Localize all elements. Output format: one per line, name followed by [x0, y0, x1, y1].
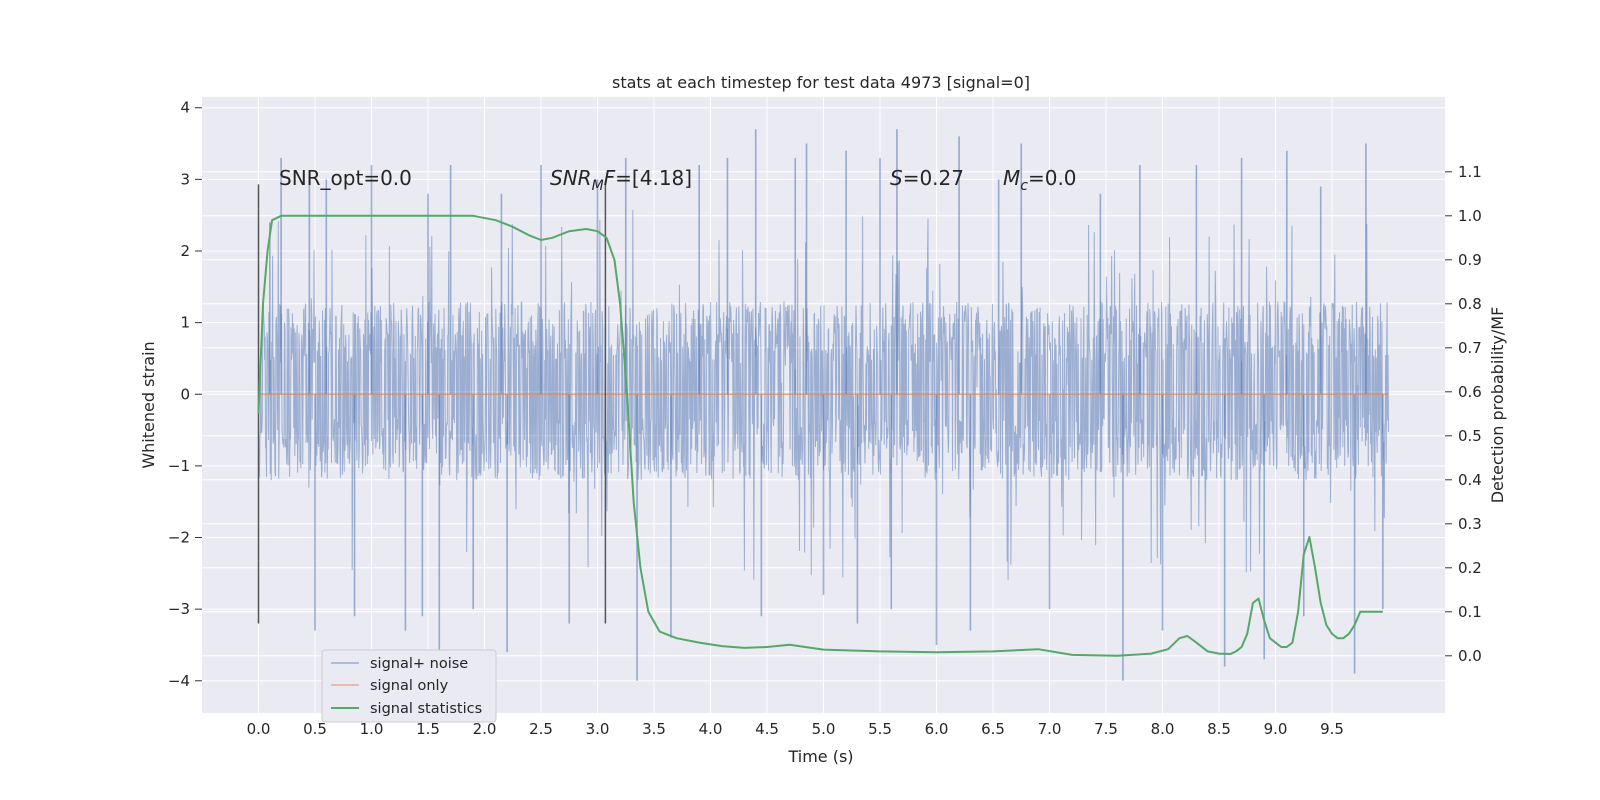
y2-tick-label: 0.0 [1458, 647, 1482, 665]
mc-sub: c [1020, 178, 1028, 194]
chart-title: stats at each timestep for test data 497… [612, 73, 1030, 92]
snr-mf-sub: M [592, 178, 604, 194]
x-tick-label: 6.5 [981, 720, 1005, 738]
y-tick-label: 1 [180, 314, 190, 332]
x-tick-label: 0.0 [247, 720, 271, 738]
mc-prefix: M [1003, 166, 1020, 190]
x-tick-label: 7.5 [1094, 720, 1118, 738]
x-tick-label: 2.0 [473, 720, 497, 738]
x-tick-label: 1.5 [416, 720, 440, 738]
annotation-snr-opt: SNR_opt=0.0 [279, 166, 412, 190]
y2-tick-label: 0.5 [1458, 427, 1482, 445]
x-tick-label: 9.5 [1320, 720, 1344, 738]
y2-tick-label: 0.1 [1458, 603, 1482, 621]
snr-mf-value: =[4.18] [615, 166, 692, 190]
legend-label-signal: signal only [370, 678, 449, 694]
y2-tick-label: 0.6 [1458, 383, 1482, 401]
legend-frame [321, 649, 497, 723]
mc-value: =0.0 [1028, 166, 1077, 190]
x-tick-label: 5.0 [812, 720, 836, 738]
y2-tick-label: 0.4 [1458, 471, 1482, 489]
y-tick-label: −1 [168, 457, 190, 475]
legend-label-stats: signal statistics [370, 701, 482, 717]
annotation-mc: Mc=0.0 [1003, 166, 1077, 194]
y2-tick-label: 1.1 [1458, 163, 1482, 181]
y-tick-label: −2 [168, 529, 190, 547]
x-tick-label: 7.0 [1038, 720, 1062, 738]
x-tick-label: 1.0 [360, 720, 384, 738]
axes-layer: 0.0 0.5 1.0 1.5 2.0 2.5 3.0 3.5 4.0 4.5 5.0 5.5 6.0 6… [168, 99, 1482, 738]
s-prefix: S [890, 166, 903, 190]
s-value: =0.27 [903, 166, 964, 190]
x-tick-label: 3.0 [586, 720, 610, 738]
series-stats-line [257, 214, 1383, 657]
legend-label-noise: signal+ noise [370, 656, 468, 672]
y-axis-title: Whitened strain [139, 341, 158, 468]
x-tick-label: 3.5 [642, 720, 666, 738]
x-tick-label: 0.5 [303, 720, 327, 738]
y2-tick-label: 1.0 [1458, 207, 1482, 225]
x-tick-label: 4.5 [755, 720, 779, 738]
x-tick-label: 5.5 [868, 720, 892, 738]
y2-tick-label: 0.8 [1458, 295, 1482, 313]
snr-mf-suffix-italic: F [604, 166, 616, 190]
y-tick-label: 2 [180, 242, 190, 260]
x-tick-label: 4.0 [699, 720, 723, 738]
annotation-s: S=0.27 [890, 166, 964, 190]
x-axis-title: Time (s) [787, 747, 853, 766]
x-tick-label: 9.0 [1264, 720, 1288, 738]
y2-axis-title: Detection probability/MF [1488, 307, 1507, 504]
x-tick-label: 8.0 [1151, 720, 1175, 738]
x-tick-label: 8.5 [1207, 720, 1231, 738]
y2-tick-label: 0.2 [1458, 559, 1482, 577]
snr-mf-prefix: SNR [550, 166, 592, 190]
series-layer [257, 129, 1389, 681]
annotation-layer: SNR_opt=0.0 SNRMF=[4.18] S=0.27 Mc=0.0 [279, 166, 1077, 194]
x-tick-label: 2.5 [529, 720, 553, 738]
y-tick-label: −4 [168, 672, 190, 690]
y2-tick-label: 0.9 [1458, 251, 1482, 269]
annotation-snr-mf: SNRMF=[4.18] [550, 166, 692, 194]
x-tick-label: 6.0 [925, 720, 949, 738]
y2-tick-label: 0.7 [1458, 339, 1482, 357]
y-tick-label: 0 [180, 385, 190, 403]
legend: signal+ noise signal only signal statist… [321, 649, 497, 723]
y-tick-label: 4 [180, 99, 190, 117]
y-tick-label: 3 [180, 170, 190, 188]
y-tick-label: −3 [168, 600, 190, 618]
y2-tick-label: 0.3 [1458, 515, 1482, 533]
